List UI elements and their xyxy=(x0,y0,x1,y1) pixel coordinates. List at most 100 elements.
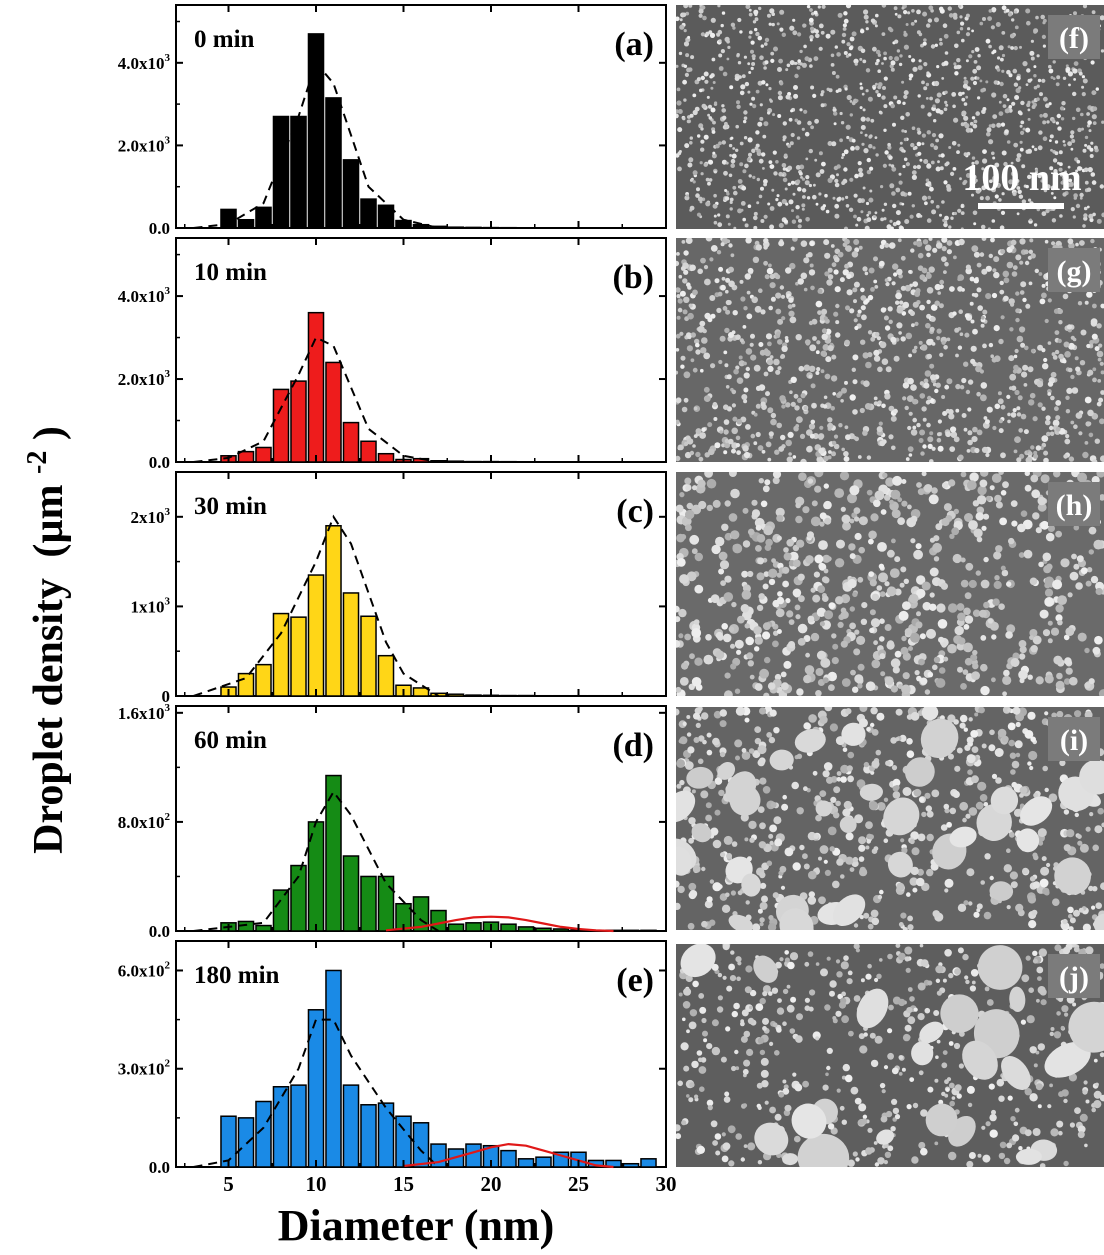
bar xyxy=(307,574,325,697)
y-axis-title-exponent: -2 xyxy=(22,451,53,474)
sem-image-panels: (f) 100 nm (g) (h) (i) (j) xyxy=(676,5,1104,1167)
gaussian-fit-dashed xyxy=(193,790,440,932)
bar xyxy=(342,421,360,463)
sem-panel-label: (h) xyxy=(1056,489,1093,522)
bar xyxy=(272,889,290,932)
bar xyxy=(272,115,290,229)
bar xyxy=(272,612,290,697)
secondary-fit-red xyxy=(403,1142,614,1169)
bar xyxy=(377,204,395,229)
bar xyxy=(640,929,657,932)
bar xyxy=(500,923,517,932)
x-axis-title: Diameter (nm) xyxy=(278,1201,555,1250)
histogram-panel-1: 0.0 2.0x103 4.0x103 10 min (b) xyxy=(118,237,667,472)
bar xyxy=(342,159,360,229)
panel-label: (e) xyxy=(616,962,654,999)
bar xyxy=(535,1156,552,1168)
bar xyxy=(360,440,377,463)
gaussian-fit-dashed xyxy=(193,60,439,229)
sem-panel-label: (j) xyxy=(1059,961,1089,994)
bar xyxy=(360,875,377,932)
bar xyxy=(500,1149,517,1168)
bar xyxy=(447,460,465,463)
bar xyxy=(272,1086,290,1168)
x-tick-label: 20 xyxy=(481,1172,502,1196)
panel-label: (d) xyxy=(612,727,654,764)
y-tick-label: 2x103 xyxy=(131,506,171,527)
bar xyxy=(622,929,640,932)
y-tick-label: 1.6x103 xyxy=(118,702,171,723)
bar xyxy=(412,1122,430,1168)
bar xyxy=(465,922,482,932)
bar xyxy=(622,1162,640,1168)
bar xyxy=(360,1104,377,1168)
bar xyxy=(465,1143,482,1168)
bar xyxy=(377,654,395,697)
bar xyxy=(255,663,272,697)
bar xyxy=(237,1117,255,1168)
x-tick-label: 15 xyxy=(393,1172,414,1196)
bar xyxy=(395,1115,412,1168)
x-tick-label: 10 xyxy=(306,1172,327,1196)
panel-label: (c) xyxy=(616,493,654,530)
bar xyxy=(325,969,342,1168)
bar xyxy=(412,223,430,229)
x-tick-label: 30 xyxy=(656,1172,677,1196)
sem-panel-1: (g) xyxy=(676,238,1104,462)
bar xyxy=(377,1102,395,1168)
sem-label-box xyxy=(1048,482,1100,526)
sem-panel-3: (i) xyxy=(676,707,1104,930)
gaussian-fit-dashed xyxy=(193,336,439,463)
histogram-panel-2: 0 1x103 2x103 30 min (c) xyxy=(131,471,667,706)
y-tick-label: 0.0 xyxy=(149,1158,170,1177)
bar xyxy=(272,388,290,463)
x-tick-label: 5 xyxy=(223,1172,234,1196)
bar xyxy=(640,1158,657,1168)
panel-label: (a) xyxy=(614,26,654,63)
sem-panel-label: (g) xyxy=(1057,255,1092,288)
y-tick-label: 0 xyxy=(162,687,171,706)
bar xyxy=(517,1158,535,1168)
bar xyxy=(237,672,255,697)
y-axis-title: Droplet density (µm -2 ) xyxy=(10,426,72,854)
y-tick-label: 4.0x103 xyxy=(118,52,171,73)
time-label: 30 min xyxy=(194,493,267,520)
bar xyxy=(290,616,307,697)
bar xyxy=(412,687,430,697)
bar xyxy=(290,380,307,463)
bar xyxy=(255,1100,272,1168)
sem-panel-0: (f) 100 nm xyxy=(676,5,1104,229)
histogram-panel-3: 0.0 8.0x102 1.6x103 60 min (d) xyxy=(118,702,667,941)
y-tick-label: 8.0x102 xyxy=(118,811,171,832)
bar xyxy=(342,1084,360,1168)
bar xyxy=(290,864,307,932)
bar xyxy=(447,226,465,229)
y-tick-label: 2.0x103 xyxy=(118,134,171,155)
sem-label-box xyxy=(1048,717,1100,761)
bar xyxy=(255,446,272,463)
histogram-panel-0: 0.0 2.0x103 4.0x103 0 min (a) xyxy=(118,4,667,238)
gaussian-fit-dashed xyxy=(193,514,440,697)
bar xyxy=(342,855,360,932)
bar xyxy=(447,923,465,932)
bar xyxy=(465,694,482,697)
sem-panel-label: (i) xyxy=(1060,724,1088,757)
bar xyxy=(360,198,377,229)
panel-label: (b) xyxy=(612,259,654,296)
bar xyxy=(307,1009,325,1168)
bar xyxy=(325,97,342,229)
bar xyxy=(325,525,342,697)
sem-label-box xyxy=(1048,15,1100,59)
bar xyxy=(290,1084,307,1168)
y-axis-title-text: Droplet density xyxy=(26,578,72,854)
time-label: 180 min xyxy=(194,962,280,989)
bar xyxy=(237,450,255,463)
bar xyxy=(535,927,552,932)
bar xyxy=(255,924,272,932)
y-tick-label: 3.0x102 xyxy=(118,1058,171,1079)
bar xyxy=(377,452,395,463)
bar xyxy=(255,206,272,229)
y-tick-label: 1x103 xyxy=(131,595,171,616)
sem-label-box xyxy=(1048,954,1100,998)
